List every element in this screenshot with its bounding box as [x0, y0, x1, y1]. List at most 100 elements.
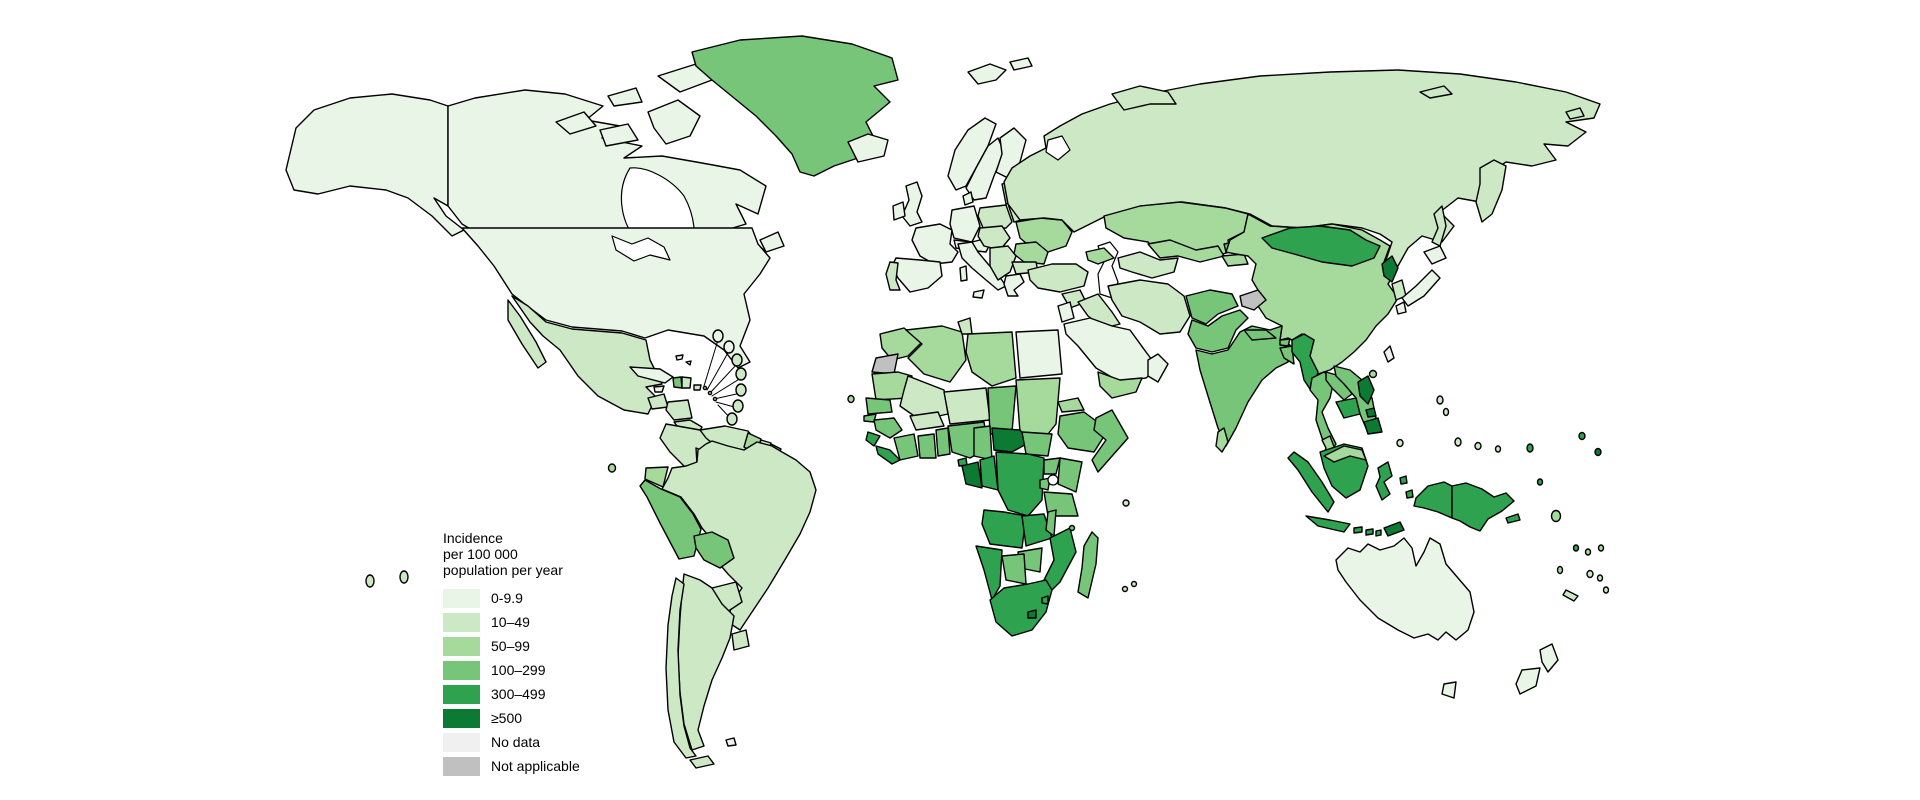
legend-item: Not applicable — [443, 754, 580, 778]
legend-swatch — [443, 732, 480, 752]
island-vanuatu — [1556, 565, 1564, 575]
island-samoa — [1597, 544, 1605, 552]
country-germany — [949, 205, 981, 243]
region-caucasus — [1085, 247, 1115, 265]
legend-swatch — [443, 684, 480, 704]
country-bolivia — [693, 531, 735, 569]
country-chad — [987, 385, 1017, 435]
legend-items: 0-9.9 10–49 50–99 100–299 300–499 ≥500 No data… — [443, 586, 580, 778]
country-jamaica — [653, 385, 665, 393]
country-iceland — [847, 133, 889, 163]
legend-title-line: per 100 000 — [443, 546, 518, 562]
island-victoria — [599, 123, 639, 147]
country-congo — [979, 455, 999, 491]
country-sierra-leone — [865, 431, 881, 447]
leader-line — [709, 363, 738, 394]
island-reunion — [1121, 585, 1129, 593]
lake-victoria — [1047, 474, 1059, 486]
region-east-malaysia — [1323, 445, 1367, 463]
country-senegal — [865, 397, 893, 415]
baja-california — [507, 299, 547, 369]
country-turkey — [1027, 263, 1089, 293]
island-dot — [702, 385, 708, 391]
country-guinea — [873, 417, 903, 439]
country-togo-benin — [935, 427, 951, 457]
country-central-african-republic — [991, 427, 1031, 453]
legend-item: ≥500 — [443, 706, 580, 730]
country-chile — [665, 577, 697, 759]
island-french-polynesia — [365, 574, 375, 588]
island-kiribati — [1594, 447, 1602, 457]
country-dominican-republic — [681, 376, 692, 389]
country-morocco — [879, 327, 923, 361]
legend-label: No data — [491, 734, 541, 750]
country-mexico — [511, 295, 663, 415]
legend-label: 50–99 — [491, 638, 530, 654]
country-madagascar — [1077, 531, 1099, 599]
island-honshu — [1401, 269, 1441, 307]
island-marshall — [1526, 443, 1534, 453]
island-sardinia — [959, 265, 968, 282]
legend-label: 100–299 — [491, 662, 546, 678]
country-angola — [981, 509, 1027, 549]
island-seychelles — [1122, 499, 1130, 507]
legend-swatch — [443, 636, 480, 656]
island-palau — [1396, 438, 1404, 448]
island-dot — [707, 390, 713, 396]
country-libya — [965, 331, 1017, 387]
island-fiji — [1596, 574, 1604, 582]
island-cape-verde — [847, 394, 855, 404]
legend-label: 0-9.9 — [491, 590, 523, 606]
island-kyushu — [1395, 301, 1407, 315]
white-sea — [1045, 135, 1071, 161]
island-new-britain — [1505, 513, 1521, 524]
country-liberia — [875, 445, 901, 465]
island-arctic — [607, 87, 643, 107]
island-taiwan — [1383, 345, 1395, 363]
island-new-siberian — [1419, 85, 1453, 99]
island-new-caledonia — [1562, 589, 1579, 602]
island-fiji — [1586, 569, 1594, 579]
legend: Incidence per 100 000 population per yea… — [443, 530, 580, 778]
island-micronesia — [1474, 441, 1482, 451]
leader-line — [703, 339, 719, 387]
country-uruguay — [731, 629, 750, 651]
island-moluccas — [1405, 489, 1414, 499]
country-south-sudan — [1021, 431, 1053, 457]
legend-label: 300–499 — [491, 686, 546, 702]
island-marianas — [1442, 407, 1450, 417]
legend-label: 10–49 — [491, 614, 530, 630]
island-bahamas — [675, 354, 684, 361]
island-hainan — [1368, 369, 1378, 379]
legend-swatch — [443, 588, 480, 608]
island-sulawesi — [1375, 461, 1393, 501]
legend-swatch — [443, 708, 480, 728]
country-honduras-nicaragua — [665, 399, 693, 421]
region-balkans — [989, 245, 1017, 281]
country-somalia — [1091, 409, 1129, 473]
island-circle — [735, 383, 747, 397]
country-mozambique — [1043, 527, 1077, 595]
country-sri-lanka — [1215, 427, 1229, 453]
legend-label: Not applicable — [491, 758, 580, 774]
country-niger — [943, 387, 991, 425]
country-norway — [947, 117, 997, 191]
country-iraq — [1077, 293, 1121, 329]
island-svalbard — [967, 63, 1007, 85]
country-pakistan — [1187, 309, 1249, 353]
country-peru — [639, 479, 702, 560]
country-uk — [901, 181, 923, 227]
island-falklands — [725, 737, 737, 747]
island-visayas — [1365, 407, 1377, 418]
country-afghanistan — [1185, 289, 1239, 325]
country-dr-congo — [995, 451, 1045, 517]
island-hokkaido — [1423, 245, 1447, 265]
legend-title-line: population per year — [443, 562, 563, 578]
island-solomon — [1550, 509, 1562, 523]
country-cote-divoire — [893, 433, 919, 461]
country-alaska — [285, 93, 465, 237]
island-moluccas — [1399, 475, 1408, 485]
country-egypt — [1015, 329, 1063, 379]
